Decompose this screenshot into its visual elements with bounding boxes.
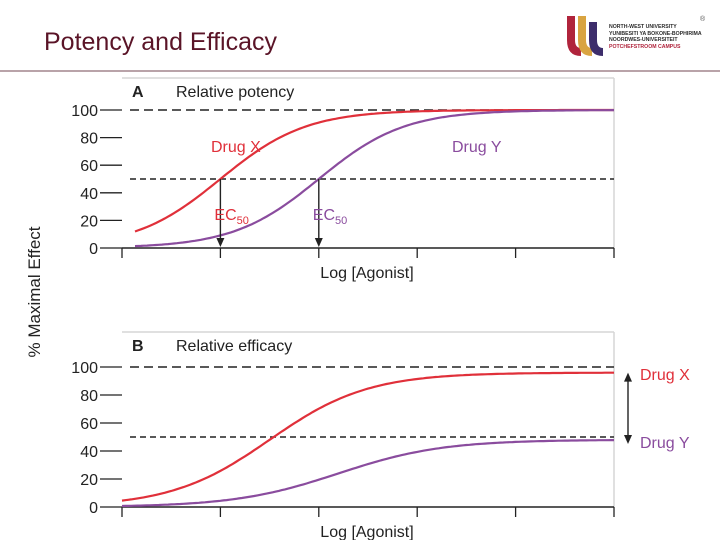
ec50-label: EC50: [313, 207, 347, 227]
panel-letter: B: [132, 338, 144, 355]
y-tick-label: 100: [71, 103, 98, 120]
y-tick-label: 0: [89, 241, 98, 258]
chart-panel-a: 0 20 40 60 80 100 Log [Agonist] A Relative poten…: [71, 77, 615, 282]
logo-campus: POTCHEFSTROOM CAMPUS: [609, 43, 681, 50]
panel-letter: A: [132, 84, 144, 101]
series-label: Drug X: [211, 139, 261, 156]
curve-drug-y: [134, 109, 614, 248]
y-tick-label: 80: [80, 388, 98, 405]
y-tick-label: 0: [89, 500, 98, 517]
panel-title: Relative efficacy: [176, 338, 292, 355]
x-axis-label: Log [Agonist]: [320, 524, 413, 540]
title-divider: [0, 70, 720, 72]
y-tick-label: 80: [80, 131, 98, 148]
y-tick-label: 100: [71, 360, 98, 377]
university-logo: NORTH-WEST UNIVERSITY YUNIBESITI YA BOKO…: [565, 14, 715, 62]
y-tick-label: 40: [80, 186, 98, 203]
series-label: Drug Y: [640, 435, 690, 452]
logo-wordmark: NORTH-WEST UNIVERSITY YUNIBESITI YA BOKO…: [609, 24, 702, 50]
logo-line: NORTH-WEST UNIVERSITY: [609, 24, 677, 30]
y-tick-label: 20: [80, 213, 98, 230]
series-label: Drug Y: [452, 139, 502, 156]
arrow-head-down: [624, 435, 632, 444]
curve-drug-x: [121, 371, 614, 502]
ec50-label-main: EC: [214, 207, 236, 224]
ec50-arrow-head: [216, 238, 225, 247]
registered-mark: ®: [700, 16, 706, 23]
panel-title: Relative potency: [176, 84, 294, 101]
slide-title: Potency and Efficacy: [44, 28, 278, 56]
y-tick-label: 20: [80, 472, 98, 489]
logo-line: YUNIBESITI YA BOKONE-BOPHIRIMA: [609, 30, 702, 37]
ec50-arrow-head: [314, 238, 323, 247]
y-axis-label: % Maximal Effect: [25, 226, 44, 357]
chart-panel-b: 0 20 40 60 80 100 Log [Agonist] B Relative effic…: [71, 331, 690, 540]
ec50-label: EC50: [214, 207, 248, 227]
y-tick-label: 60: [80, 416, 98, 433]
curve-drug-x: [134, 108, 614, 233]
arrow-head-up: [624, 372, 632, 382]
logo-emblem-icon: [567, 16, 603, 56]
ec50-label-main: EC: [313, 207, 335, 224]
logo-line: NOORDWES-UNIVERSITEIT: [609, 37, 678, 43]
y-tick-label: 40: [80, 444, 98, 461]
y-tick-label: 60: [80, 158, 98, 175]
x-axis-label: Log [Agonist]: [320, 265, 413, 282]
ec50-label-subscript: 50: [335, 215, 347, 227]
ec50-label-subscript: 50: [237, 215, 249, 227]
series-label: Drug X: [640, 367, 690, 384]
curve-drug-y: [121, 439, 614, 508]
